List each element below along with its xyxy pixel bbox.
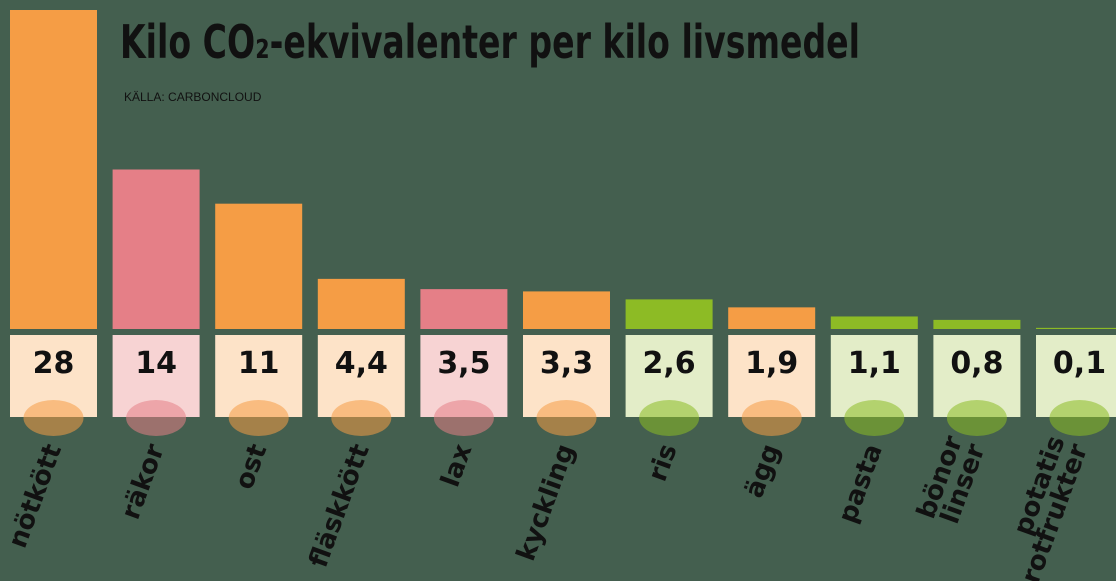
bar: [420, 289, 507, 329]
bar: [10, 10, 97, 329]
value-label: 0,1: [1053, 346, 1106, 381]
food-icon: [639, 400, 699, 436]
bar: [626, 299, 713, 329]
bar: [728, 307, 815, 329]
value-label: 28: [33, 346, 75, 381]
food-icon: [24, 400, 84, 436]
chart: Kilo CO₂-ekvivalenter per kilo livsmedel…: [0, 0, 1116, 581]
food-icon: [742, 400, 802, 436]
food-icon: [126, 400, 186, 436]
subtitle: KÄLLA: CARBONCLOUD: [124, 90, 262, 104]
bar: [318, 279, 405, 329]
food-icon: [434, 400, 494, 436]
value-label: 0,8: [950, 346, 1003, 381]
bar: [933, 320, 1020, 329]
food-icon: [1050, 400, 1110, 436]
food-icon: [844, 400, 904, 436]
chart-title: Kilo CO₂-ekvivalenter per kilo livsmedel: [120, 15, 860, 69]
value-label: 1,9: [745, 346, 798, 381]
bar: [831, 316, 918, 329]
value-label: 11: [238, 346, 280, 381]
value-label: 2,6: [643, 346, 696, 381]
value-label: 1,1: [848, 346, 901, 381]
bar: [113, 170, 200, 330]
bar: [1036, 328, 1116, 329]
food-icon: [331, 400, 391, 436]
bar: [523, 291, 610, 329]
food-icon: [947, 400, 1007, 436]
value-label: 14: [135, 346, 177, 381]
value-label: 3,5: [437, 346, 490, 381]
value-label: 3,3: [540, 346, 593, 381]
food-icon: [229, 400, 289, 436]
food-icon: [537, 400, 597, 436]
value-label: 4,4: [335, 346, 388, 381]
bar: [215, 204, 302, 329]
